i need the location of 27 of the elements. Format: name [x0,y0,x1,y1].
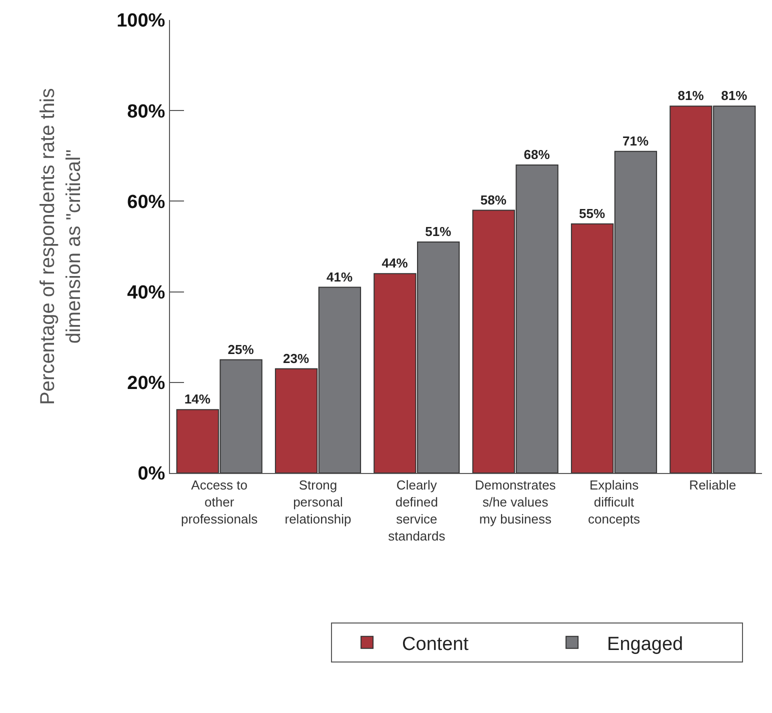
data-label: 58% [480,192,507,208]
data-label: 71% [622,133,649,148]
y-tick-label: 0% [138,464,166,485]
data-label: 44% [382,256,408,271]
y-tick-label: 80% [127,101,166,122]
y-tick-label: 40% [127,282,166,304]
data-label: 25% [228,342,254,357]
x-tick-label: Demonstrates s/he values my business [474,478,556,526]
x-tick-label: Reliable [689,478,736,493]
data-label: 51% [425,224,452,239]
y-tick-label: 100% [116,10,166,32]
data-label: 81% [721,88,748,104]
x-tick-label: Access to other professionals [181,478,258,526]
data-label: 81% [678,88,704,104]
y-axis-title: Percentage of respondents rate this dimension as "critical" [37,88,86,405]
x-tick-label: Explains difficult concepts [588,478,641,526]
data-label: 41% [326,269,353,284]
y-tick-label: 60% [127,192,166,213]
legend-label: Content [402,634,470,655]
y-tick-label: 20% [127,373,166,394]
data-label: 14% [184,392,211,407]
x-tick-label: Strong personal relationship [284,478,352,526]
data-label: 23% [283,350,310,366]
x-tick-label: Clearly defined service standards [388,478,446,544]
legend-label: Engaged [607,634,684,655]
data-label: 68% [524,146,550,162]
data-label: 55% [579,206,606,221]
